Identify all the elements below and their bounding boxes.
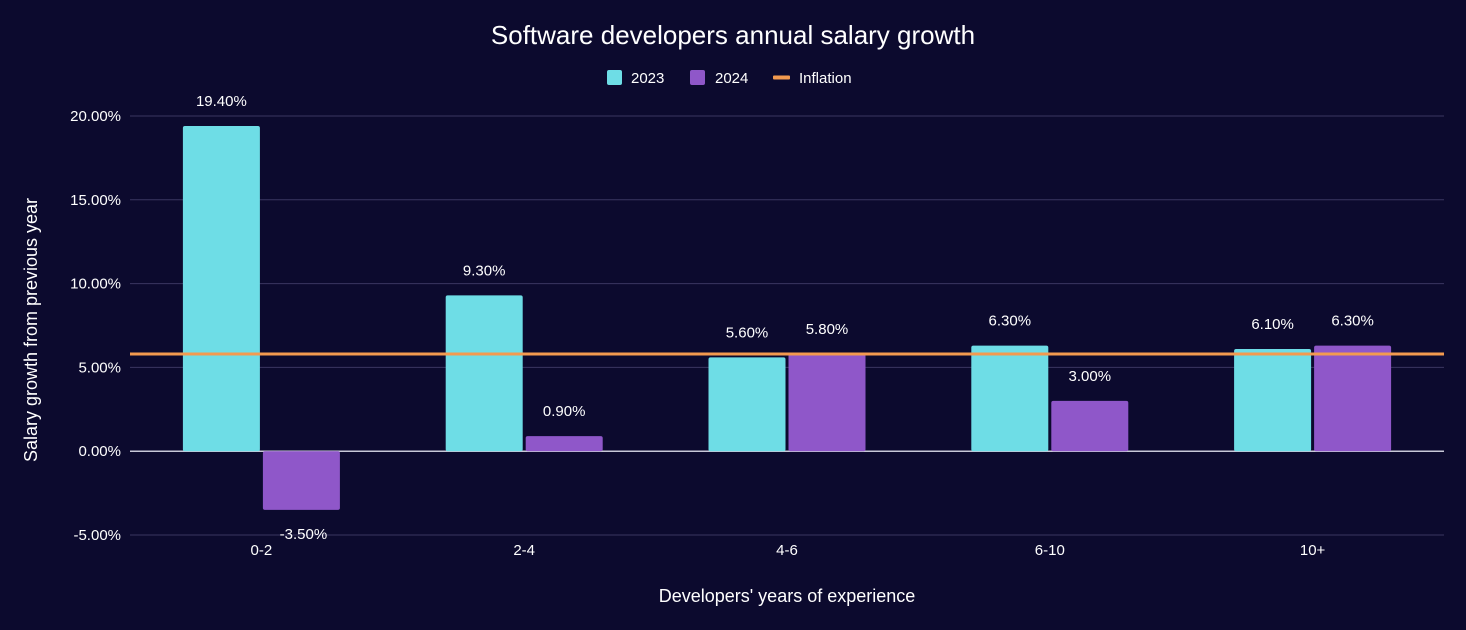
bar-2023-4-6 (708, 357, 786, 452)
bar-2024-2-4 (525, 436, 603, 452)
x-tick-label: 2-4 (513, 542, 535, 559)
x-tick-label: 6-10 (1035, 542, 1065, 559)
y-tick-label: 5.00% (78, 359, 121, 376)
legend-swatch-inflation (773, 75, 790, 80)
legend-swatch-2023 (607, 70, 622, 85)
bars (182, 126, 1392, 510)
x-axis-label: Developers' years of experience (659, 586, 916, 606)
x-tick-label: 4-6 (776, 542, 798, 559)
y-tick-label: 20.00% (70, 108, 121, 125)
legend: 2023 2024 Inflation (607, 70, 852, 87)
data-label-2023-6-10: 6.30% (989, 313, 1032, 330)
y-tick-label: 0.00% (78, 443, 121, 460)
data-label-2023-0-2: 19.40% (196, 93, 247, 110)
bar-2024-6-10 (1051, 400, 1129, 452)
bar-2023-10+ (1234, 348, 1312, 452)
data-label-2024-0-2: -3.50% (280, 526, 328, 543)
x-tick-label: 10+ (1300, 542, 1326, 559)
bar-2024-0-2 (262, 451, 340, 510)
bar-2024-4-6 (788, 353, 866, 452)
y-tick-label: 10.00% (70, 276, 121, 293)
x-tick-label: 0-2 (251, 542, 273, 559)
data-label-2023-2-4: 9.30% (463, 262, 506, 279)
y-axis-label: Salary growth from previous year (21, 198, 41, 462)
y-tick-label: 15.00% (70, 192, 121, 209)
legend-label-2024: 2024 (715, 70, 748, 87)
legend-swatch-2024 (690, 70, 705, 85)
x-axis-ticks: 0-2 2-4 4-6 6-10 10+ (251, 542, 1326, 559)
data-label-2024-2-4: 0.90% (543, 403, 586, 420)
data-label-2024-6-10: 3.00% (1069, 368, 1112, 385)
data-label-2024-10+: 6.30% (1331, 313, 1374, 330)
legend-label-2023: 2023 (631, 70, 664, 87)
bar-2023-2-4 (445, 295, 523, 452)
chart-title: Software developers annual salary growth (491, 20, 975, 50)
bar-2024-10+ (1314, 345, 1392, 452)
gridlines: 20.00% 15.00% 10.00% 5.00% 0.00% -5.00% (70, 108, 1444, 544)
data-label-2024-4-6: 5.80% (806, 321, 849, 338)
data-label-2023-10+: 6.10% (1251, 316, 1294, 333)
data-label-2023-4-6: 5.60% (726, 324, 769, 341)
legend-label-inflation: Inflation (799, 70, 852, 87)
data-labels: 19.40% -3.50% 9.30% 0.90% 5.60% 5.80% 6.30% 3.0… (196, 93, 1374, 543)
y-tick-label: -5.00% (73, 527, 121, 544)
bar-2023-6-10 (971, 345, 1049, 452)
bar-2023-0-2 (182, 126, 260, 452)
